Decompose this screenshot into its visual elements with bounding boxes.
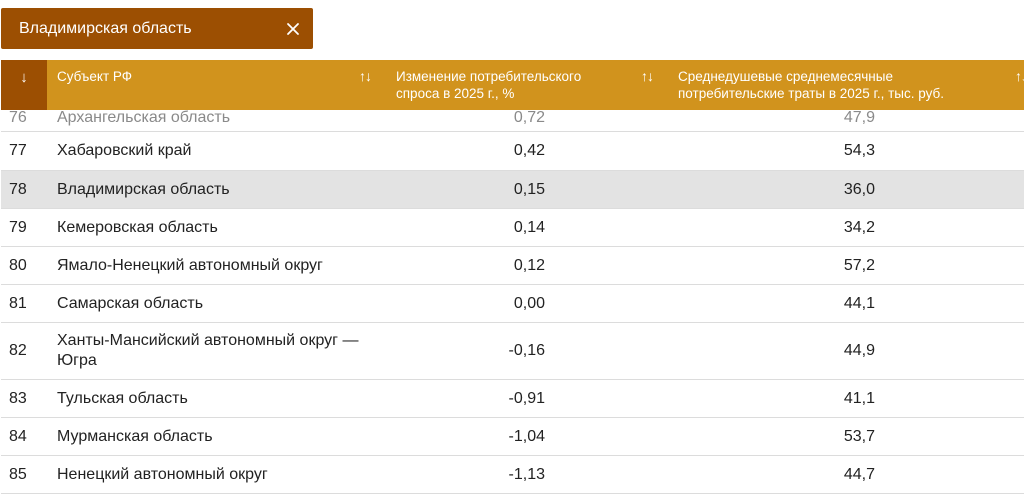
sort-toggle-icon[interactable]: ↑↓ — [359, 68, 372, 84]
header-subject: Субъект РФ — [57, 69, 132, 84]
rank-sort-button[interactable]: ↓ — [1, 60, 47, 110]
region-name-cell: Ямало-Ненецкий автономный округ — [57, 256, 323, 274]
demand-change-cell: 0,14 — [513, 218, 545, 236]
rank-cell: 78 — [9, 180, 27, 198]
table-row[interactable]: 78 Владимирская область 0,15 36,0 — [1, 171, 1024, 209]
rank-cell: 79 — [9, 218, 27, 236]
spending-cell: 36,0 — [843, 180, 875, 198]
demand-change-cell: -1,13 — [508, 465, 545, 483]
table-row[interactable]: 84 Мурманская область -1,04 53,7 — [1, 418, 1024, 456]
demand-change-cell: 0,00 — [513, 294, 545, 312]
region-name-cell: Кемеровская область — [57, 218, 218, 236]
region-name-cell: Ханты-Мансийский автономный округ — Югра — [57, 332, 359, 369]
spending-cell: 41,1 — [843, 389, 875, 407]
table-row[interactable]: 80 Ямало-Ненецкий автономный округ 0,12 57,… — [1, 247, 1024, 285]
demand-change-cell: 0,72 — [513, 108, 545, 126]
region-name-cell: Хабаровский край — [57, 142, 192, 159]
table-row[interactable]: 79 Кемеровская область 0,14 34,2 — [1, 209, 1024, 247]
region-name-cell: Тульская область — [57, 389, 188, 407]
close-icon[interactable] — [285, 21, 301, 37]
rank-cell: 84 — [9, 427, 27, 445]
header-average-spending: Среднедушевые среднемесячные потребитель… — [678, 69, 944, 101]
table-row[interactable]: 83 Тульская область -0,91 41,1 — [1, 380, 1024, 418]
demand-change-cell: 0,12 — [513, 256, 545, 274]
table-row[interactable]: 82 Ханты-Мансийский автономный округ — Юг… — [1, 323, 1024, 380]
region-filter-chip[interactable]: Владимирская область — [1, 8, 313, 49]
sort-toggle-icon[interactable]: ↑↓ — [1015, 68, 1024, 84]
table-header: ↓ Субъект РФ ↑↓ Изменение потребительско… — [1, 60, 1024, 110]
rank-cell: 81 — [9, 294, 27, 312]
region-name-cell: Архангельская область — [57, 108, 231, 126]
spending-cell: 47,9 — [843, 108, 875, 126]
demand-change-cell: 0,15 — [513, 180, 545, 198]
rank-cell: 80 — [9, 256, 27, 274]
spending-cell: 44,9 — [843, 342, 875, 359]
region-name-cell: Мурманская область — [57, 427, 213, 445]
demand-change-cell: -1,04 — [508, 427, 545, 445]
filter-chip-label: Владимирская область — [19, 19, 192, 37]
sort-toggle-icon[interactable]: ↑↓ — [641, 68, 654, 84]
table-row[interactable]: 81 Самарская область 0,00 44,1 — [1, 285, 1024, 323]
spending-cell: 57,2 — [843, 256, 875, 274]
header-demand-change: Изменение потребительского спроса в 2025… — [396, 69, 582, 101]
table-row[interactable]: 76 Архангельская область 0,72 47,9 — [1, 104, 1024, 132]
demand-change-cell: -0,16 — [508, 342, 545, 359]
spending-cell: 34,2 — [843, 218, 875, 236]
spending-cell: 44,1 — [843, 294, 875, 312]
spending-cell: 44,7 — [843, 465, 875, 483]
ranking-table: ↓ Субъект РФ ↑↓ Изменение потребительско… — [1, 60, 1024, 500]
rank-cell: 76 — [9, 108, 27, 126]
rank-cell: 85 — [9, 465, 27, 483]
spending-cell: 54,3 — [843, 142, 875, 159]
rank-cell: 83 — [9, 389, 27, 407]
table-row[interactable]: 77 Хабаровский край 0,42 54,3 — [1, 132, 1024, 171]
region-name-cell: Ненецкий автономный округ — [57, 465, 268, 483]
region-name-cell: Владимирская область — [57, 180, 230, 198]
demand-change-cell: 0,42 — [513, 142, 545, 159]
table-body: 76 Архангельская область 0,72 47,9 77 Хабаров… — [1, 109, 1024, 494]
rank-cell: 82 — [9, 342, 27, 359]
table-row[interactable]: 85 Ненецкий автономный округ -1,13 44,7 — [1, 456, 1024, 494]
spending-cell: 53,7 — [843, 427, 875, 445]
sort-down-arrow-icon: ↓ — [20, 69, 28, 86]
region-name-cell: Самарская область — [57, 294, 204, 312]
rank-cell: 77 — [9, 142, 27, 159]
demand-change-cell: -0,91 — [508, 389, 545, 407]
